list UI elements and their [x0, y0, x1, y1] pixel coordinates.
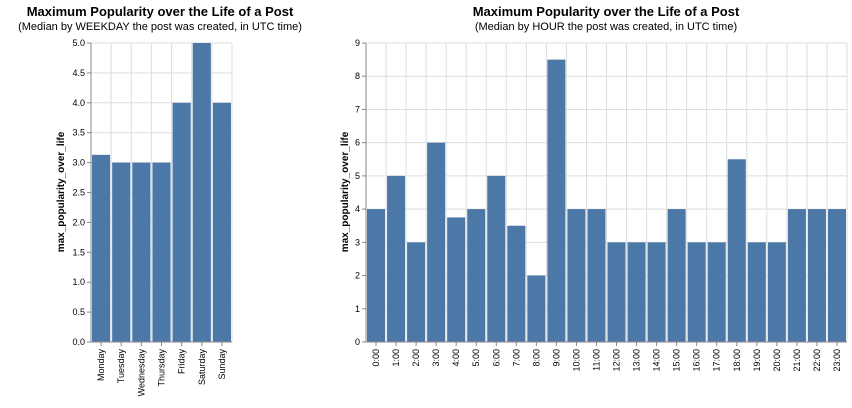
hour-x-tick-label: 22:00	[812, 349, 822, 372]
hour-bar	[547, 59, 566, 342]
hour-x-tick-label: 0:00	[371, 349, 381, 367]
weekday-x-tick-label: Friday	[177, 349, 187, 375]
hour-x-tick-label: 18:00	[732, 349, 742, 372]
hour-bar	[527, 275, 546, 342]
hour-y-tick-label: 8	[355, 71, 360, 81]
weekday-y-axis-title: max_popularity_over_life	[56, 131, 67, 252]
weekday-bar	[152, 162, 171, 342]
weekday-y-tick-label: 0.0	[72, 337, 85, 347]
hour-x-tick-label: 14:00	[652, 349, 662, 372]
hour-bar	[507, 225, 526, 342]
hour-bar	[467, 209, 486, 342]
hour-bar	[627, 242, 646, 342]
hour-bar	[767, 242, 786, 342]
weekday-x-tick-label: Monday	[96, 349, 106, 382]
hour-bar	[827, 209, 846, 342]
hour-x-tick-label: 11:00	[591, 349, 601, 371]
hour-bar	[607, 242, 626, 342]
weekday-y-tick-label: 4.0	[72, 98, 85, 108]
weekday-bar	[192, 43, 211, 342]
hour-bar	[427, 142, 446, 342]
hour-bar	[727, 159, 746, 342]
hour-chart: Maximum Popularity over the Life of a Po…	[340, 4, 848, 372]
weekday-bar	[92, 154, 111, 342]
hour-x-tick-label: 5:00	[471, 349, 481, 367]
hour-y-tick-label: 2	[355, 271, 360, 281]
hour-bar	[447, 217, 466, 342]
hour-x-tick-label: 6:00	[491, 349, 501, 367]
hour-x-tick-label: 1:00	[391, 349, 401, 367]
hour-bar	[487, 175, 506, 342]
weekday-y-tick-label: 0.5	[72, 307, 85, 317]
weekday-y-tick-label: 2.0	[72, 217, 85, 227]
weekday-chart-subtitle: (Median by WEEKDAY the post was created,…	[18, 21, 302, 33]
hour-bar	[587, 209, 606, 342]
weekday-y-tick-label: 5.0	[72, 38, 85, 48]
weekday-y-tick-label: 3.0	[72, 158, 85, 168]
weekday-y-tick-label: 4.5	[72, 68, 85, 78]
hour-bar	[387, 175, 406, 342]
weekday-y-tick-label: 2.5	[72, 188, 85, 198]
hour-bar	[687, 242, 706, 342]
hour-bar	[747, 242, 766, 342]
hour-bar	[807, 209, 826, 342]
hour-x-tick-label: 9:00	[551, 349, 561, 367]
hour-y-tick-label: 5	[355, 171, 360, 181]
hour-x-tick-label: 21:00	[792, 349, 802, 372]
hour-chart-title: Maximum Popularity over the Life of a Po…	[473, 4, 740, 19]
weekday-y-tick-label: 1.0	[72, 277, 85, 287]
hour-bar	[567, 209, 586, 342]
hour-bar	[667, 209, 686, 342]
hour-y-tick-label: 1	[355, 304, 360, 314]
hour-y-tick-label: 9	[355, 38, 360, 48]
weekday-x-tick-label: Tuesday	[116, 349, 126, 384]
hour-bar	[707, 242, 726, 342]
hour-x-tick-label: 16:00	[692, 349, 702, 372]
weekday-x-tick-label: Sunday	[217, 349, 227, 380]
hour-bar	[367, 209, 386, 342]
hour-x-tick-label: 17:00	[712, 349, 722, 372]
weekday-x-tick-label: Wednesday	[136, 349, 146, 397]
weekday-x-tick-label: Thursday	[157, 349, 167, 387]
hour-y-axis-title: max_popularity_over_life	[340, 131, 351, 252]
weekday-chart: Maximum Popularity over the Life of a Po…	[18, 4, 302, 396]
hour-y-tick-label: 7	[355, 104, 360, 114]
hour-x-tick-label: 7:00	[511, 349, 521, 367]
hour-y-tick-label: 0	[355, 337, 360, 347]
hour-x-tick-label: 2:00	[411, 349, 421, 367]
hour-x-tick-label: 8:00	[531, 349, 541, 367]
hour-chart-subtitle: (Median by HOUR the post was created, in…	[475, 21, 737, 33]
hour-y-tick-label: 4	[355, 204, 360, 214]
weekday-y-tick-label: 1.5	[72, 247, 85, 257]
hour-x-tick-label: 3:00	[431, 349, 441, 367]
weekday-bar	[172, 102, 191, 342]
hour-x-tick-label: 15:00	[672, 349, 682, 372]
hour-x-tick-label: 20:00	[772, 349, 782, 372]
weekday-y-tick-label: 3.5	[72, 128, 85, 138]
hour-x-tick-label: 19:00	[752, 349, 762, 372]
weekday-bar	[132, 162, 151, 342]
hour-bar	[647, 242, 666, 342]
hour-x-tick-label: 4:00	[451, 349, 461, 367]
hour-bar	[787, 209, 806, 342]
hour-x-tick-label: 12:00	[612, 349, 622, 372]
weekday-x-tick-label: Saturday	[197, 349, 207, 386]
hour-y-tick-label: 3	[355, 237, 360, 247]
hour-x-tick-label: 13:00	[632, 349, 642, 372]
weekday-chart-title: Maximum Popularity over the Life of a Po…	[27, 4, 294, 19]
hour-bar	[407, 242, 426, 342]
weekday-bar	[212, 102, 231, 342]
hour-x-tick-label: 23:00	[832, 349, 842, 372]
weekday-bar	[112, 162, 131, 342]
hour-y-tick-label: 6	[355, 138, 360, 148]
hour-x-tick-label: 10:00	[571, 349, 581, 372]
